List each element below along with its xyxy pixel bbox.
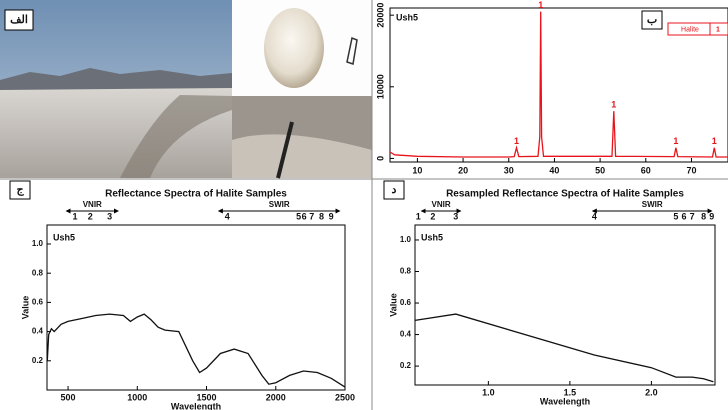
ground-crust [232,134,372,178]
x-axis-label: Wavelength [171,401,221,410]
data-line [414,313,714,383]
pen [276,121,294,179]
x-tick-label: 10 [412,165,422,175]
x-tick-label: 70 [686,165,696,175]
band-label: 2 [430,211,435,221]
panel-label-box [4,9,34,31]
chart: 500 1000 1500 2000 2500 0.2 0.4 0.6 0.8 1.0 Reflec… [9,180,355,410]
panel-label: د [392,184,397,196]
legend-box [667,22,728,36]
halite-crystal [264,8,324,88]
region-label: SWIR [642,200,663,209]
band-label: 6 [682,211,687,221]
chart-title: Reflectance Spectra of Halite Samples [105,189,287,200]
band-label: 6 [302,211,307,221]
legend-marker: 1 [716,26,720,33]
x-tick-label: 30 [504,165,514,175]
band-label: 9 [709,211,714,221]
band-label: 7 [309,211,314,221]
band-label: 7 [690,211,695,221]
region-label: VNIR [432,200,451,209]
x-tick-label: 2.0 [645,387,658,397]
band-label: 2 [88,211,93,221]
salt-crust [120,95,232,178]
y-tick-label: 0.8 [32,268,44,277]
chart: 1.0 1.5 2.0 0.2 0.4 0.6 0.8 1.0 Resampled Reflec… [383,180,716,406]
panel-label-box [641,10,663,30]
y-axis-label: Value [388,293,398,317]
peak-label: 1 [514,136,519,146]
band-label: 8 [319,211,324,221]
band-label: 9 [329,211,334,221]
panel-label: الف [10,14,28,26]
band-label: 8 [701,211,706,221]
x-tick-label: 500 [61,392,76,402]
y-tick-label: 0.6 [400,298,412,307]
photo-panel: الف [0,0,372,179]
x-tick-label: 20 [458,165,468,175]
data-line [46,313,346,388]
sample-annotation: Ush5 [53,232,75,242]
x-tick-label: 1000 [127,392,147,402]
y-tick-label: 0.2 [400,361,412,370]
x-tick-label: 60 [641,165,651,175]
panel-label-box [9,180,31,200]
peak-label: 1 [611,100,616,110]
band-label: 4 [225,211,230,221]
panel-label: ب [647,14,657,26]
plot-frame [46,224,346,391]
x-tick-label: 50 [595,165,605,175]
y-tick-label: 0.2 [32,356,44,365]
region-label: SWIR [269,200,290,209]
peak-label: 1 [538,0,543,10]
x-tick-label: 40 [549,165,559,175]
y-tick-label: 1.0 [32,239,44,248]
y-tick-label: 1.0 [400,235,412,244]
band-label: 5 [296,211,301,221]
panel-label-box [383,180,405,200]
chart: 10 20 30 40 50 60 70 0 10000 20000 1 1 1 1 1 Ush5 ب Halit… [375,0,728,175]
band-label: 4 [592,211,597,221]
x-tick-label: 2000 [266,392,286,402]
sample-annotation: Ush5 [396,12,418,22]
peak-label: 1 [673,136,678,146]
y-tick-label: 0.6 [32,297,44,306]
band-label: 5 [673,211,678,221]
x-tick-label: 1.5 [564,387,577,397]
band-label: 3 [453,211,458,221]
chart-title: Resampled Reflectance Spectra of Halite … [446,189,684,200]
x-tick-label: 1500 [197,392,217,402]
region-label: VNIR [83,200,102,209]
band-label: 1 [72,211,77,221]
band-label: 1 [416,211,421,221]
y-tick-label: 0.4 [400,330,412,339]
y-tick-label: 0.4 [32,327,44,336]
plot-frame [414,224,716,386]
legend-label: Halite [681,26,699,33]
mountains [0,68,232,92]
y-tick-label: 0.8 [400,267,412,276]
plot-frame [389,7,728,163]
x-axis-label: Wavelength [540,396,590,406]
y-axis-label: Value [20,296,30,320]
data-line [389,11,728,158]
key-icon [346,36,358,65]
x-tick-label: 2500 [335,392,355,402]
sample-annotation: Ush5 [421,232,443,242]
x-tick-label: 1.0 [482,387,495,397]
y-tick-label: 20000 [375,3,385,28]
panel-label: ج [16,184,24,196]
band-label: 3 [107,211,112,221]
y-tick-label: 10000 [375,74,385,99]
peak-label: 1 [712,136,717,146]
y-tick-label: 0 [375,156,385,161]
